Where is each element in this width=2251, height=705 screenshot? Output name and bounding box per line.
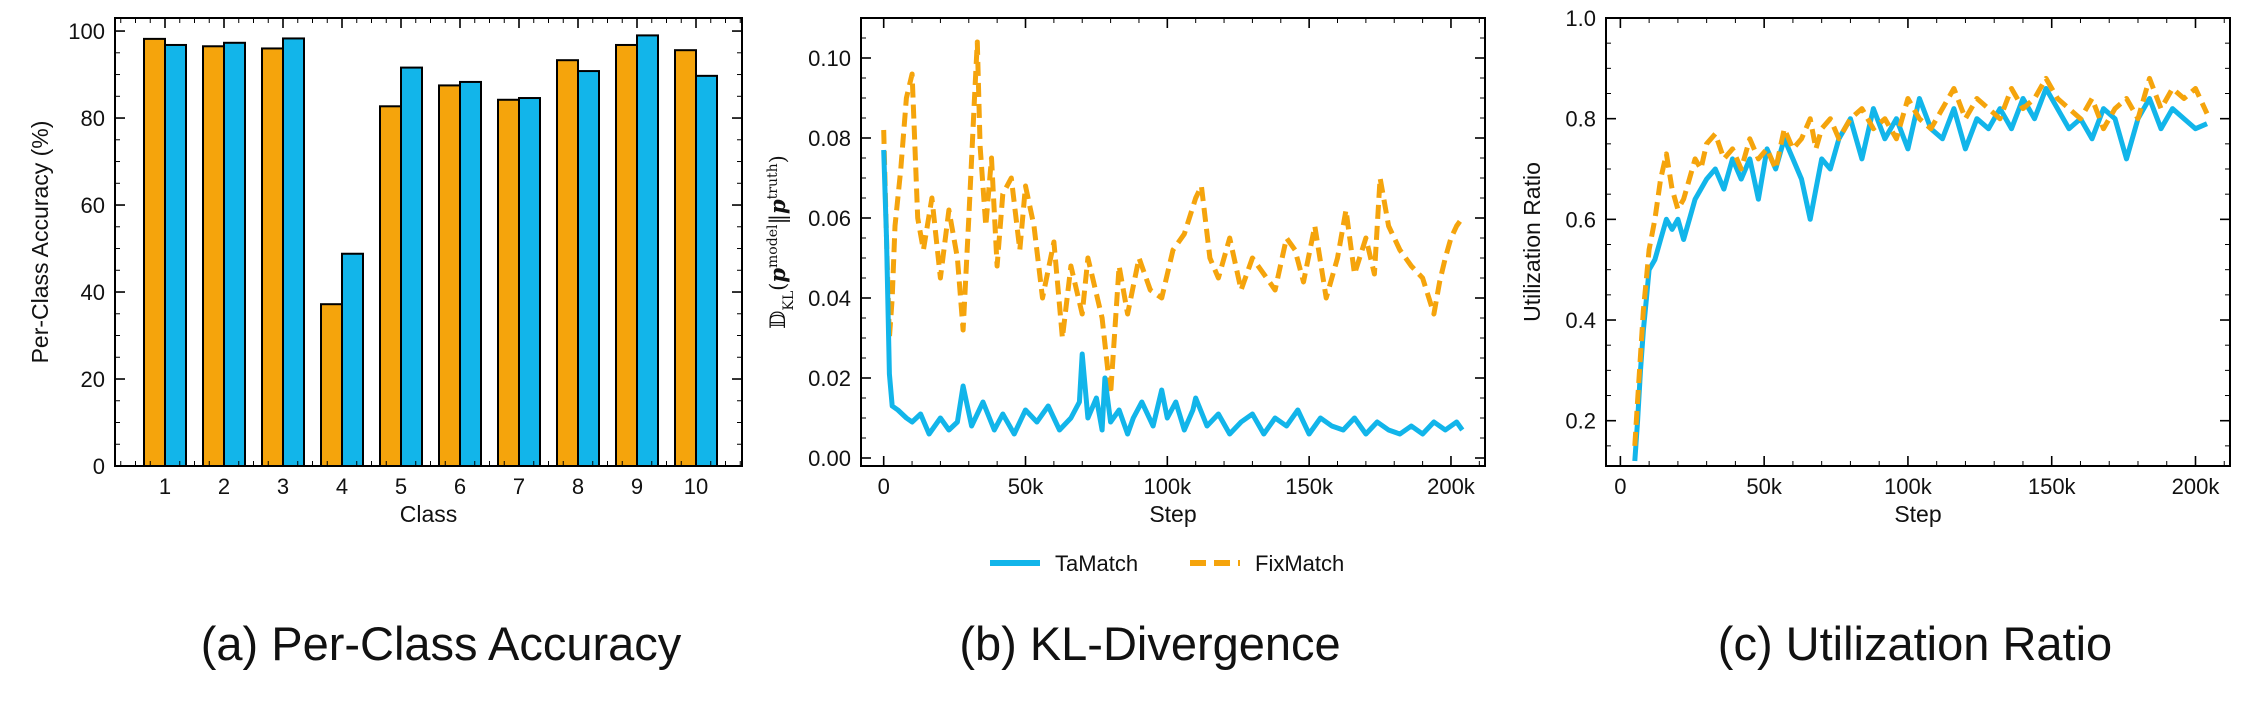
y-tick-label: 80 (81, 106, 105, 131)
x-tick-label: 200k (1427, 474, 1476, 499)
y-axis-label: Per-Class Accuracy (%) (27, 121, 53, 364)
y-tick-label: 60 (81, 193, 105, 218)
legend-label-fixmatch: FixMatch (1255, 551, 1344, 576)
bar-fixmatch-class-4 (320, 303, 343, 467)
y-tick-label: 0.4 (1565, 308, 1596, 333)
series-line-tamatch (881, 149, 1465, 437)
caption-c: (c) Utilization Ratio (1718, 617, 2112, 670)
bar-tamatch-class-2 (223, 41, 246, 467)
x-tick-label: 7 (513, 474, 525, 499)
y-tick-label: 0 (93, 454, 105, 479)
y-tick-label: 0.02 (808, 366, 851, 391)
bar-tamatch-class-8 (577, 70, 600, 467)
bar-tamatch-class-6 (459, 80, 482, 467)
x-tick-label: 200k (2172, 474, 2221, 499)
x-axis-label: Step (1894, 501, 1941, 527)
bar-fixmatch-class-3 (261, 47, 284, 468)
y-tick-label: 0.04 (808, 286, 851, 311)
x-tick-label: 9 (631, 474, 643, 499)
y-tick-label: 1.0 (1565, 6, 1596, 31)
x-tick-label: 50k (1746, 474, 1782, 499)
y-tick-label: 0.2 (1565, 409, 1596, 434)
x-tick-label: 0 (1614, 474, 1626, 499)
x-tick-label: 50k (1008, 474, 1044, 499)
caption-b: (b) KL-Divergence (959, 617, 1340, 670)
bar-fixmatch-class-1 (143, 37, 166, 468)
x-tick-label: 5 (395, 474, 407, 499)
plot-frame (1605, 17, 2231, 467)
y-axis-label: 𝔻KL(pmodel‖ptruth) (765, 155, 797, 329)
x-tick-label: 8 (572, 474, 584, 499)
x-tick-label: 1 (159, 474, 171, 499)
panel-per-class-accuracy: 0 20 40 60 80 100 1 2 3 4 5 6 7 8 9 10 Class Per-Class Ac… (27, 17, 743, 527)
y-tick-label: 0.6 (1565, 207, 1596, 232)
caption-a: (a) Per-Class Accuracy (201, 617, 682, 670)
x-tick-label: 2 (218, 474, 230, 499)
bar-fixmatch-class-2 (202, 45, 225, 467)
bar-fixmatch-class-6 (438, 84, 461, 467)
y-tick-label: 40 (81, 280, 105, 305)
x-tick-label: 100k (1884, 474, 1933, 499)
x-tick-label: 6 (454, 474, 466, 499)
bar-tamatch-class-4 (341, 252, 364, 467)
bar-tamatch-class-10 (695, 74, 718, 467)
x-tick-label: 0 (878, 474, 890, 499)
x-axis-label: Class (400, 501, 458, 527)
bar-tamatch-class-1 (164, 43, 187, 468)
panel-kl-divergence: 0 50k 100k 150k 200k 0.00 0.02 0.04 0.06 0.08 0.10… (765, 17, 1486, 527)
y-tick-label: 0.10 (808, 46, 851, 71)
legend: TaMatch FixMatch (990, 551, 1344, 576)
bar-fixmatch-class-10 (674, 49, 697, 468)
x-tick-label: 3 (277, 474, 289, 499)
x-tick-label: 4 (336, 474, 348, 499)
x-tick-label: 100k (1143, 474, 1192, 499)
bar-tamatch-class-7 (518, 97, 541, 467)
x-axis-label: Step (1149, 501, 1196, 527)
bar-fixmatch-class-7 (497, 98, 520, 467)
y-axis-label: Utilization Ratio (1519, 162, 1545, 322)
bar-tamatch-class-3 (282, 37, 305, 467)
y-tick-label: 0.00 (808, 446, 851, 471)
bar-fixmatch-class-8 (556, 59, 579, 468)
y-tick-label: 0.8 (1565, 107, 1596, 132)
x-tick-label: 10 (684, 474, 708, 499)
panel-utilization-ratio: 0 50k 100k 150k 200k 0.2 0.4 0.6 0.8 1.0 Step Utili… (1519, 6, 2231, 527)
plot-frame (860, 17, 1486, 467)
bar-fixmatch-class-5 (379, 105, 402, 468)
bar-tamatch-class-9 (636, 34, 659, 467)
y-tick-label: 100 (68, 19, 105, 44)
x-tick-label: 150k (1285, 474, 1334, 499)
plot-frame (114, 17, 743, 467)
bar-fixmatch-class-9 (615, 43, 638, 468)
series-line-fixmatch (1632, 75, 2210, 447)
legend-label-tamatch: TaMatch (1055, 551, 1138, 576)
y-tick-label: 0.08 (808, 126, 851, 151)
y-tick-label: 20 (81, 367, 105, 392)
x-tick-label: 150k (2028, 474, 2077, 499)
series-line-fixmatch (881, 39, 1465, 397)
y-tick-label: 0.06 (808, 206, 851, 231)
bar-tamatch-class-5 (400, 66, 423, 467)
